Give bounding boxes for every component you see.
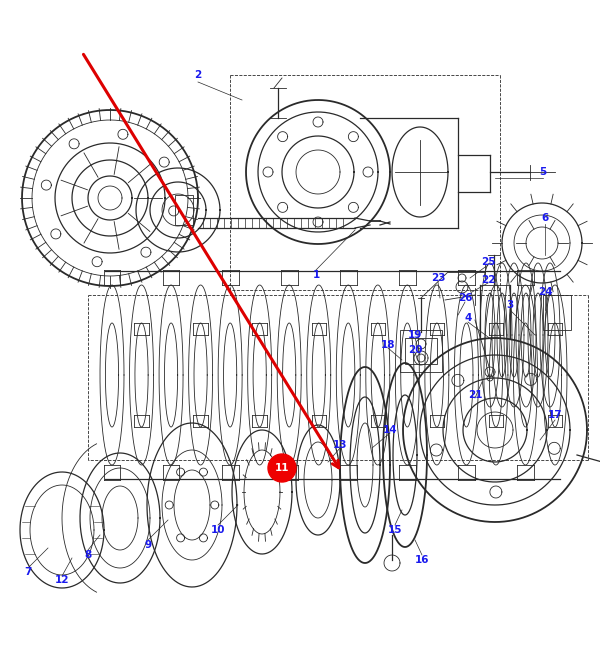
Circle shape bbox=[268, 454, 296, 482]
Text: 26: 26 bbox=[458, 293, 472, 303]
Text: 19: 19 bbox=[408, 330, 422, 340]
Text: 16: 16 bbox=[415, 555, 429, 565]
Text: 21: 21 bbox=[468, 390, 482, 400]
Text: 14: 14 bbox=[383, 425, 397, 435]
Bar bbox=[175, 195, 193, 225]
Text: 23: 23 bbox=[431, 273, 445, 283]
Text: 1: 1 bbox=[313, 270, 320, 280]
Text: 12: 12 bbox=[55, 575, 69, 585]
Text: 4: 4 bbox=[464, 313, 472, 323]
Text: 20: 20 bbox=[408, 345, 422, 355]
Bar bbox=[400, 330, 442, 372]
Text: 5: 5 bbox=[539, 167, 547, 177]
Text: 25: 25 bbox=[481, 257, 495, 267]
Text: 3: 3 bbox=[506, 300, 514, 310]
Text: 24: 24 bbox=[538, 287, 553, 297]
Text: 7: 7 bbox=[25, 567, 32, 577]
Text: 17: 17 bbox=[548, 410, 562, 420]
Text: 18: 18 bbox=[381, 340, 395, 350]
Text: 13: 13 bbox=[333, 440, 347, 450]
Text: 6: 6 bbox=[541, 213, 548, 223]
Text: 8: 8 bbox=[85, 550, 92, 560]
Text: 2: 2 bbox=[194, 70, 202, 80]
Bar bbox=[543, 295, 571, 330]
Bar bbox=[405, 338, 437, 364]
Text: 10: 10 bbox=[211, 525, 225, 535]
Text: 15: 15 bbox=[388, 525, 402, 535]
Text: 9: 9 bbox=[145, 540, 152, 550]
Text: 22: 22 bbox=[481, 275, 495, 285]
Text: 11: 11 bbox=[275, 463, 289, 473]
